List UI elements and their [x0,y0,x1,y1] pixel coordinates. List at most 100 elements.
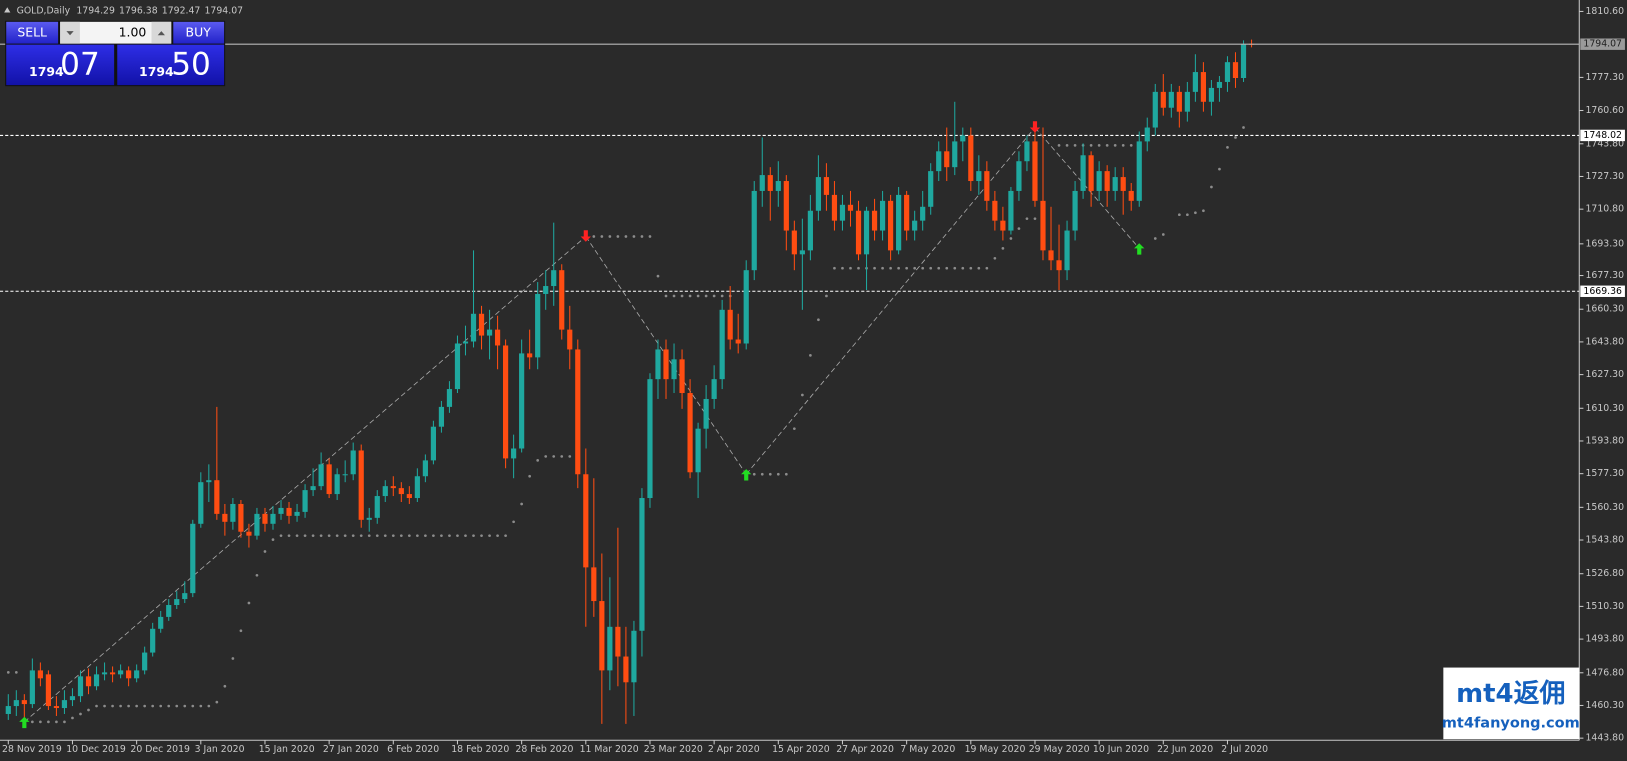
sar-dot [560,455,564,458]
candle-body [150,628,156,653]
sar-dot [247,601,251,605]
lots-input[interactable] [60,21,172,44]
sar-dot [961,266,965,270]
candle-body [414,476,420,499]
sar-dot [1242,126,1245,129]
x-tick-label: 10 Dec 2019 [66,744,126,755]
candle-body [198,482,204,524]
candle-body [1056,260,1062,271]
sar-dot [391,534,395,538]
candle-body [679,359,685,394]
candle-body [671,359,677,380]
candle-body [494,329,501,346]
candle-body [45,674,51,707]
watermark-url: mt4fanyong.com [1442,716,1580,732]
sar-dot [809,354,812,357]
candle-body [117,670,124,675]
candle-body [639,498,645,631]
candle-body [791,230,797,255]
sar-dot [480,534,483,538]
bid-box[interactable] [6,44,115,86]
candle-body [77,676,84,697]
candle-body [559,270,565,330]
x-tick-label: 20 Dec 2019 [130,744,190,755]
sar-dot [191,704,195,708]
candle-body [1072,190,1078,231]
sar-dot [1001,247,1005,250]
candle-body [623,656,629,683]
x-tick-label: 18 Feb 2020 [451,744,509,755]
sar-dot [199,704,203,708]
candle-body [1000,220,1006,231]
candle-body [430,426,437,461]
candle-body [503,345,509,459]
collapse-icon[interactable] [4,7,11,13]
sar-dot [319,534,323,538]
candle-body [1088,155,1094,191]
sell-arrow [1029,121,1041,133]
candle-body [960,135,966,142]
sell-label[interactable]: SELL [17,25,47,40]
buy-button[interactable] [173,21,225,44]
candle-body [406,494,412,499]
candle-body [663,349,669,380]
candle-body [527,353,533,358]
ask-big: 1794 [139,64,174,79]
sar-dot [1153,237,1157,240]
sar-dot [303,534,307,538]
y-tick-label: 1810.60 [1585,6,1624,17]
buy-arrow [19,716,30,729]
candle-body [126,670,132,679]
y-tick-label: 1493.80 [1585,634,1624,645]
bid-label-box [1580,38,1625,50]
sar-dot [1121,144,1125,147]
sar-dot [720,294,724,298]
candle-body [278,507,284,514]
candle-body [1040,200,1046,251]
sar-dot [792,427,796,431]
y-tick-label: 1643.80 [1585,336,1624,347]
ask-box[interactable] [117,44,225,86]
candle-body [1104,171,1110,191]
sar-dot [929,266,933,270]
candle-body [615,626,621,657]
sar-dot [119,704,122,708]
watermark-logo: mt4返佣 [1456,679,1565,709]
candle-body [647,379,653,499]
candle-body [1048,250,1054,261]
x-tick-label: 11 Mar 2020 [580,744,639,755]
sar-dot [1009,237,1013,240]
sar-dot [1202,209,1205,213]
candle-body [735,339,741,344]
sar-dot [287,534,291,538]
sar-dot [1177,213,1181,217]
sar-dot [544,455,548,458]
candle-body [1240,44,1247,79]
candle-body [334,474,340,495]
sar-dot [696,294,700,298]
overlay: GOLD,Daily 1794.29 1796.38 1792.47 1794.07 S… [4,5,1580,740]
sell-button[interactable] [6,21,59,44]
y-tick-label: 1660.30 [1585,304,1624,315]
candle-body [583,474,589,568]
candle-body [1232,62,1239,79]
sar-dot [231,657,235,660]
y-tick-label: 1743.80 [1585,138,1624,149]
sar-dot [255,573,259,577]
sar-dot [407,534,411,538]
sar-dot [375,534,379,538]
candle-body [952,141,958,168]
y-tick-label: 1710.80 [1585,204,1624,215]
candle-body [326,464,332,495]
lots-value[interactable]: 1.00 [119,25,147,40]
candle-body [374,496,380,518]
candle-body [727,309,733,340]
candle-body [847,204,854,211]
sar-dot [504,534,507,538]
buy-label[interactable]: BUY [186,25,212,40]
level-label: 1669.36 [1583,286,1622,297]
sar-dot [608,235,612,238]
y-tick-label: 1560.30 [1585,502,1624,513]
candle-body [511,448,517,459]
candle-body [896,194,902,251]
